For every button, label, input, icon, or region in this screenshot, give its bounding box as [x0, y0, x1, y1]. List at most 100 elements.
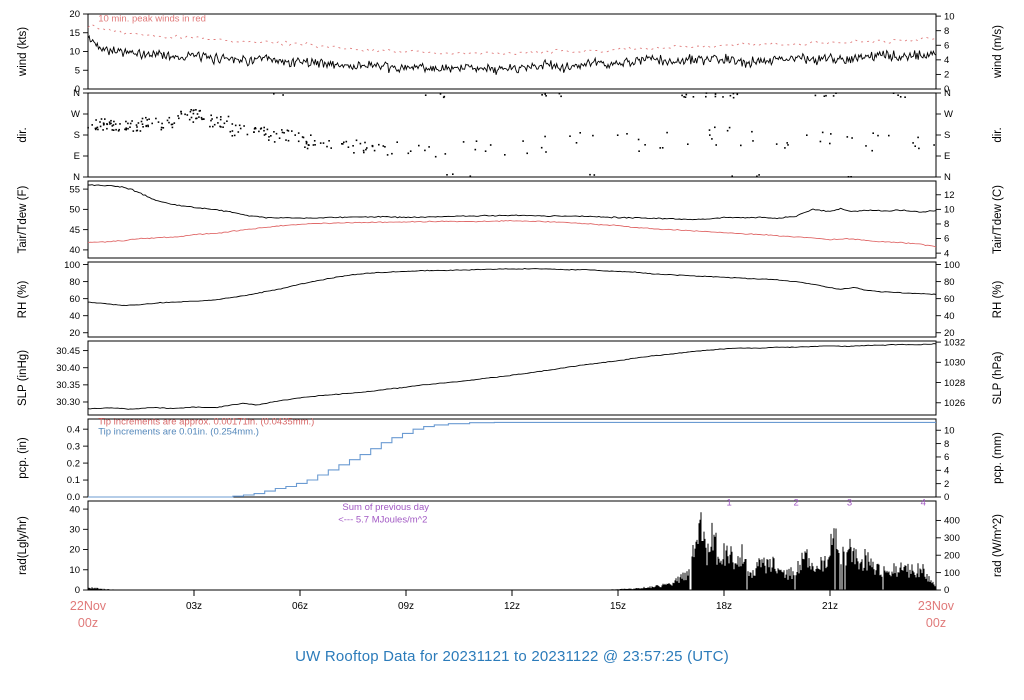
dir-point	[877, 134, 879, 137]
dir-point	[211, 118, 213, 120]
y-tick-label-right: N	[944, 88, 951, 99]
dir-point	[287, 130, 290, 132]
y-tick-label-left: 30.35	[56, 380, 80, 391]
dir-point	[168, 121, 170, 124]
x-tick-label: 06z	[292, 601, 308, 612]
dir-point	[253, 131, 255, 133]
dir-point	[268, 139, 270, 141]
dir-point	[814, 94, 817, 97]
y-tick-label-right: 60	[944, 294, 955, 305]
dir-point	[192, 121, 195, 123]
annotation: Tip increments are 0.01in. (0.254mm.)	[98, 427, 259, 438]
dir-point	[100, 118, 103, 120]
dir-point	[238, 124, 241, 127]
dir-point	[220, 126, 222, 128]
y-tick-label-left: 30.45	[56, 346, 80, 357]
dir-point	[223, 122, 226, 125]
dir-point	[237, 131, 240, 133]
dir-point	[91, 124, 93, 126]
dir-point	[129, 126, 131, 128]
dir-point	[806, 134, 808, 136]
y-tick-label-right: N	[944, 172, 951, 183]
annotation: 4	[921, 497, 926, 508]
dir-point	[108, 121, 111, 123]
dir-point	[297, 140, 300, 143]
dir-point	[683, 96, 685, 98]
dir-point	[184, 113, 186, 116]
dir-point	[899, 96, 902, 98]
dir-point	[115, 128, 117, 131]
dir-point	[504, 154, 506, 156]
y-axis-label-right: Tair/Tdew (C)	[992, 185, 1004, 254]
dir-point	[111, 125, 114, 127]
y-tick-label-left: 50	[69, 205, 80, 216]
dir-point	[626, 133, 628, 135]
y-tick-label-left: 0.3	[67, 441, 80, 452]
dir-point	[192, 112, 195, 115]
dir-point	[897, 94, 899, 96]
dir-point	[96, 126, 99, 129]
y-tick-label-left: 100	[64, 260, 80, 271]
dir-point	[692, 96, 695, 98]
panel-rh: 20 40 60 80 100 20 40 60 80 100 RH (%) RH (%)	[17, 260, 1004, 339]
end-hour-label: 00z	[926, 616, 946, 630]
dir-point	[722, 96, 724, 98]
y-tick-label-right: 1026	[944, 398, 965, 409]
dir-point	[297, 132, 300, 134]
dir-point	[352, 145, 354, 147]
dir-point	[285, 139, 287, 141]
dir-point	[912, 142, 914, 144]
dir-point	[137, 122, 140, 124]
y-tick-label-left: 0.4	[67, 424, 80, 435]
dir-point	[308, 144, 310, 146]
dir-point	[687, 143, 689, 145]
dir-point	[865, 145, 867, 147]
y-axis-label-right: rad (W/m^2)	[992, 514, 1004, 577]
y-tick-label-right: W	[944, 109, 953, 120]
dir-point	[740, 144, 742, 147]
dir-point	[125, 128, 127, 131]
dir-point	[171, 123, 174, 126]
dir-point	[166, 119, 169, 122]
x-tick-label: 18z	[716, 601, 732, 612]
start-date-label: 22Nov	[70, 599, 107, 613]
dir-point	[708, 129, 711, 131]
dir-point	[195, 109, 197, 111]
dir-point	[147, 125, 149, 128]
dir-point	[756, 175, 758, 178]
wind_peak_10min-trace	[87, 23, 937, 56]
panel-frame	[87, 261, 937, 338]
y-tick-label-left: 20	[69, 545, 80, 556]
dir-point	[638, 150, 640, 152]
dir-point	[177, 115, 179, 117]
dir-point	[157, 121, 160, 123]
y-tick-label-right: 80	[944, 277, 955, 288]
y-tick-label-left: 40	[69, 245, 80, 256]
dir-point	[112, 124, 115, 126]
dir-point	[752, 140, 754, 142]
y-axis-label-right: wind (m/s)	[992, 25, 1004, 79]
dir-point	[178, 117, 180, 120]
dir-point	[434, 155, 437, 158]
dir-point	[469, 175, 472, 177]
dir-point	[301, 136, 304, 138]
dir-point	[233, 134, 236, 137]
dir-point	[439, 93, 442, 95]
dir-point	[386, 154, 389, 156]
dir-point	[196, 117, 198, 120]
dir-point	[341, 143, 343, 145]
dir-point	[443, 95, 446, 98]
dir-point	[714, 95, 717, 98]
dir-point	[452, 173, 454, 175]
dir-point	[94, 127, 97, 130]
dir-point	[140, 120, 143, 123]
dir-point	[231, 123, 234, 125]
dir-point	[287, 139, 290, 142]
y-tick-label-right: 8	[944, 219, 949, 230]
dir-point	[540, 146, 543, 149]
y-tick-label-left: S	[74, 130, 80, 141]
dir-point	[661, 147, 664, 149]
dir-point	[787, 144, 789, 146]
